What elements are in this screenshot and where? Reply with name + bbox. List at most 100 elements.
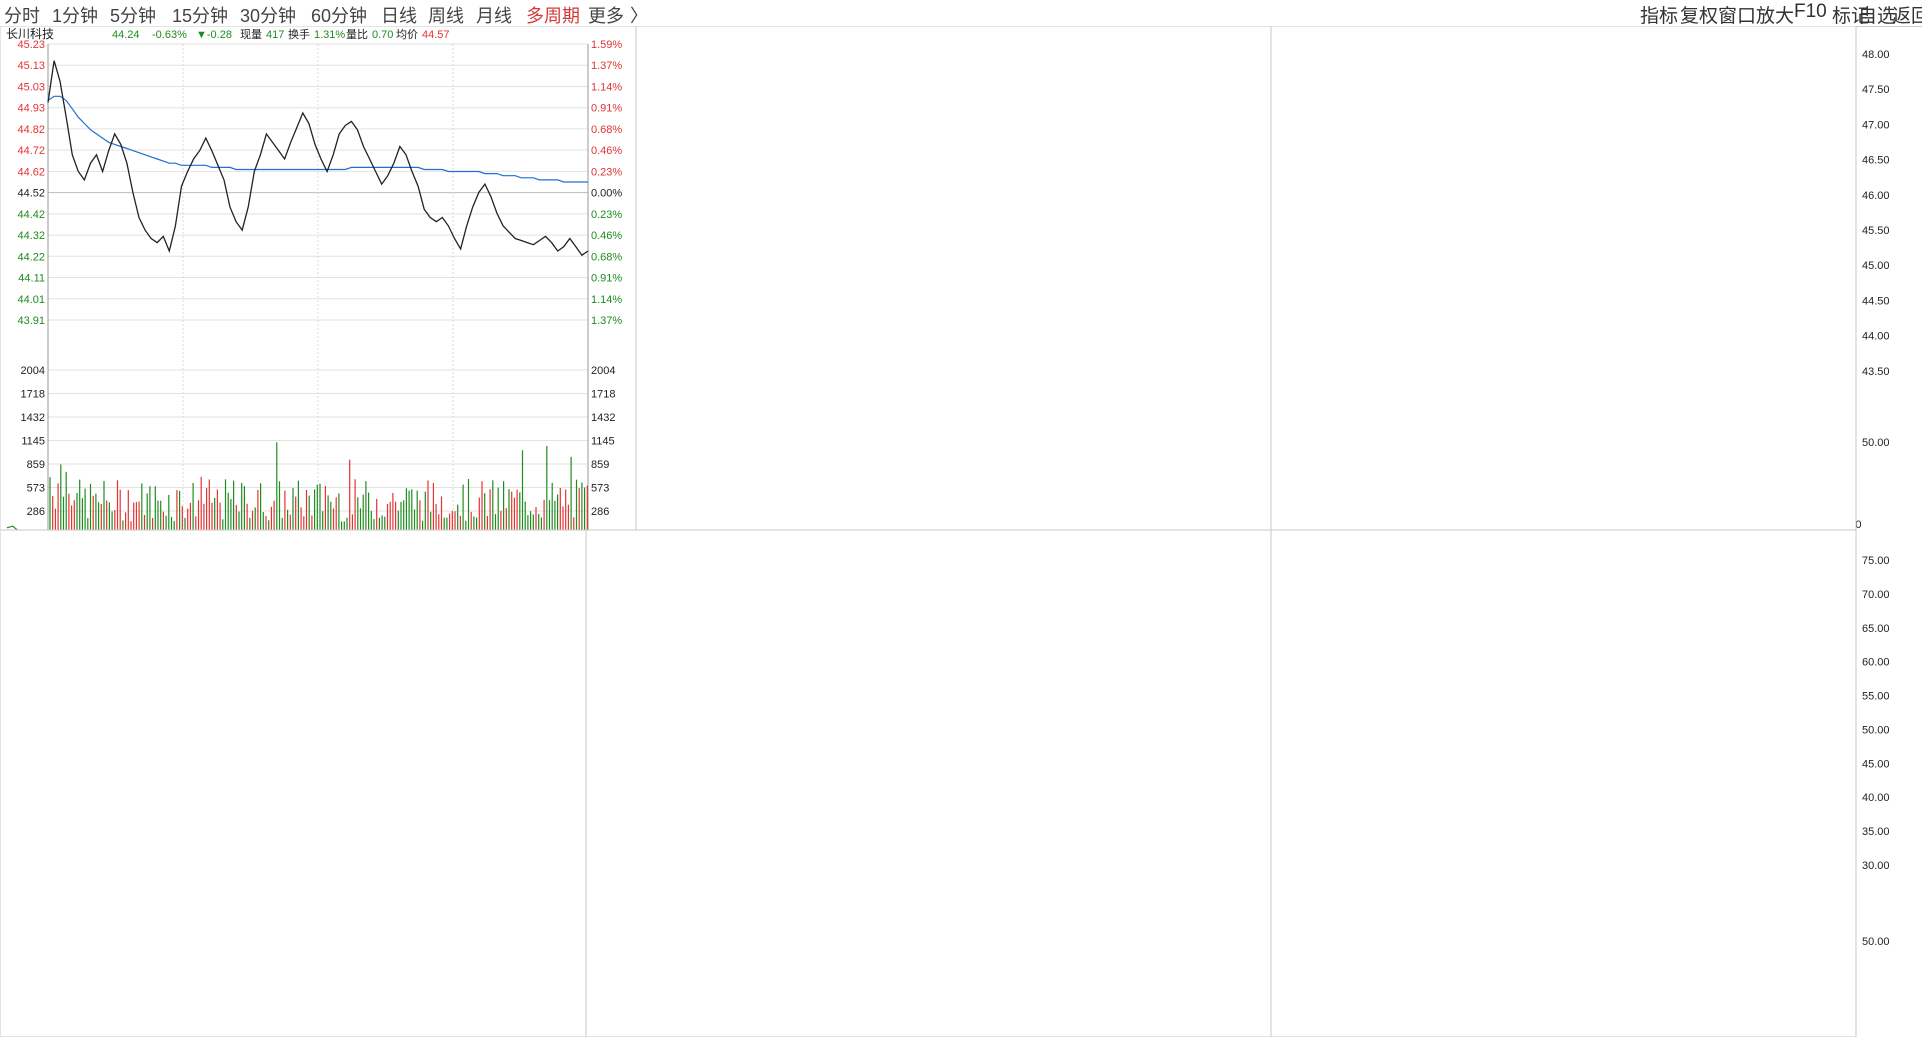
right-tick: 30.00 <box>1862 860 1890 872</box>
quote-change_pct: -0.63% <box>152 29 187 41</box>
right-tick: 45.00 <box>1862 758 1890 770</box>
intraday-title: 长川科技 <box>6 27 54 41</box>
right-tick: 47.50 <box>1862 84 1890 96</box>
vol-tick: 859 <box>27 459 45 471</box>
price-tick: 44.01 <box>17 294 45 306</box>
kline-frame-k15 <box>1270 26 1857 531</box>
quote-avg_label: 均价 <box>396 28 418 41</box>
pct-tick: 0.23% <box>591 166 622 178</box>
pct-tick: 0.91% <box>591 103 622 115</box>
vol-tick-right: 1432 <box>591 412 615 424</box>
kline-frame-kday <box>585 529 1272 1037</box>
period-tab-5[interactable]: 60分钟 <box>311 6 368 26</box>
toolbar-btn-7[interactable]: 返回 <box>1892 6 1922 27</box>
pct-tick: 0.23% <box>591 209 622 221</box>
price-tick: 43.91 <box>17 315 45 327</box>
period-tab-8[interactable]: 月线 <box>476 6 512 26</box>
quote-ratio: 0.70 <box>372 29 393 41</box>
toolbar-btn-5[interactable]: 标记 <box>1832 6 1871 27</box>
k60-right-axis: 48.00 47.50 47.00 46.50 46.00 45.50 45.00 44.50… <box>1862 49 1890 449</box>
period-tab-10[interactable]: 更多 <box>588 6 624 26</box>
pct-tick: 0.91% <box>591 273 622 285</box>
price-tick: 45.13 <box>17 60 45 72</box>
quote-volume_label: 现量 <box>240 28 262 41</box>
price-tick: 45.03 <box>17 81 45 93</box>
price-tick: 44.22 <box>17 251 45 263</box>
right-sub-tick: 50.00 <box>1862 936 1890 948</box>
price-tick: 44.42 <box>17 209 45 221</box>
kline-frame-k5 <box>635 26 1272 531</box>
right-tick: 35.00 <box>1862 826 1890 838</box>
more-chevron-icon[interactable]: 〉 <box>630 6 648 26</box>
vol-tick: 286 <box>27 506 45 518</box>
vol-tick-right: 2004 <box>591 365 615 377</box>
quote-change: ▼-0.28 <box>196 29 232 41</box>
intraday-chart: 长川科技 44.24 -0.63% ▼-0.28 现量 417 换手 1.31% 量比 0.70 均… <box>6 27 622 530</box>
quote-price: 44.24 <box>112 29 140 41</box>
right-tick: 46.00 <box>1862 190 1890 202</box>
kline-frame-kweek <box>1270 529 1857 1037</box>
pct-tick: 0.46% <box>591 145 622 157</box>
vol-tick: 1718 <box>21 389 45 401</box>
pct-tick: 1.37% <box>591 60 622 72</box>
right-tick: 55.00 <box>1862 691 1890 703</box>
vol-tick: 1145 <box>21 436 45 448</box>
toolbar-btn-2[interactable]: 窗口 <box>1718 6 1757 27</box>
pct-tick: 0.68% <box>591 251 622 263</box>
vol-tick-right: 1718 <box>591 389 615 401</box>
price-tick: 44.11 <box>18 273 45 285</box>
right-tick: 45.00 <box>1862 260 1890 272</box>
quote-turnover: 1.31% <box>314 29 345 41</box>
vol-tick-right: 859 <box>591 459 609 471</box>
price-tick: 44.93 <box>17 103 45 115</box>
vol-tick: 2004 <box>21 365 45 377</box>
pct-tick: 0.68% <box>591 124 622 136</box>
vol-tick-right: 286 <box>591 506 609 518</box>
price-line <box>47 60 589 257</box>
right-tick: 43.50 <box>1862 366 1890 378</box>
price-tick: 44.32 <box>17 230 45 242</box>
price-tick: 45.23 <box>17 39 45 51</box>
right-sub-tick: 50.00 <box>1862 437 1890 449</box>
right-tick: 60.00 <box>1862 657 1890 669</box>
multi-chart-canvas: 长川科技 44.24 -0.63% ▼-0.28 现量 417 换手 1.31% 量比 0.70 均… <box>0 26 1890 1037</box>
period-tab-0[interactable]: 分时 <box>4 6 40 26</box>
right-tick: 44.50 <box>1862 295 1890 307</box>
price-tick: 44.82 <box>17 124 45 136</box>
toolbar-btn-4[interactable]: F10 <box>1794 1 1827 22</box>
period-tab-4[interactable]: 30分钟 <box>240 6 297 26</box>
period-tab-3[interactable]: 15分钟 <box>172 6 229 26</box>
vol-tick-right: 1145 <box>591 436 615 448</box>
right-tick: 40.00 <box>1862 792 1890 804</box>
quote-volume: 417 <box>266 29 284 41</box>
right-tick: 46.50 <box>1862 155 1890 167</box>
quote-avg: 44.57 <box>422 29 450 41</box>
period-tab-2[interactable]: 5分钟 <box>110 6 157 26</box>
right-tick: 50.00 <box>1862 724 1890 736</box>
toolbar-btn-1[interactable]: 复权 <box>1680 6 1719 27</box>
price-tick: 44.62 <box>17 166 45 178</box>
right-tick: 47.00 <box>1862 119 1890 131</box>
period-tab-7[interactable]: 周线 <box>428 6 464 26</box>
price-tick: 44.72 <box>17 145 45 157</box>
pct-tick: 0.46% <box>591 230 622 242</box>
toolbar-btn-3[interactable]: 放大 <box>1756 6 1795 27</box>
period-tab-1[interactable]: 1分钟 <box>52 6 99 26</box>
kline-frame-k60 <box>0 529 587 1037</box>
pct-tick: 1.37% <box>591 315 622 327</box>
vol-tick: 1432 <box>21 412 45 424</box>
pct-tick: 1.14% <box>591 294 622 306</box>
right-tick: 70.00 <box>1862 589 1890 601</box>
period-tab-6[interactable]: 日线 <box>381 6 417 26</box>
vol-tick: 573 <box>27 483 45 495</box>
period-toolbar: 分时 1分钟 5分钟 15分钟 30分钟 60分钟 日线 周线 月线 多周期 更多〉 指标 复权 窗口 放大… <box>0 0 1922 27</box>
toolbar-btn-6[interactable]: 自选 <box>1858 6 1897 27</box>
right-tick: 48.00 <box>1862 49 1890 61</box>
pct-tick: 1.14% <box>591 81 622 93</box>
period-tab-9[interactable]: 多周期 <box>526 6 580 26</box>
quote-turnover_label: 换手 <box>288 27 310 41</box>
right-tick: 44.00 <box>1862 331 1890 343</box>
quote-ratio_label: 量比 <box>346 28 368 41</box>
toolbar-btn-0[interactable]: 指标 <box>1640 6 1679 27</box>
pct-tick: 1.59% <box>591 39 622 51</box>
